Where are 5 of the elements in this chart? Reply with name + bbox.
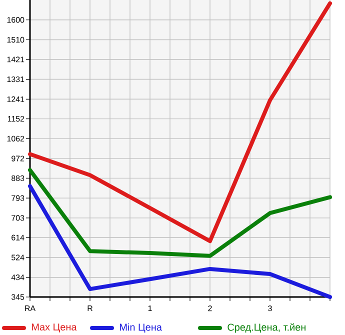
line-series bbox=[28, 1, 332, 244]
line-series bbox=[28, 168, 332, 258]
legend-label: Max Цена bbox=[32, 324, 77, 332]
legend-label: Min Цена bbox=[120, 323, 162, 333]
legend-label: Сред.Цена, т.йен bbox=[228, 323, 306, 333]
